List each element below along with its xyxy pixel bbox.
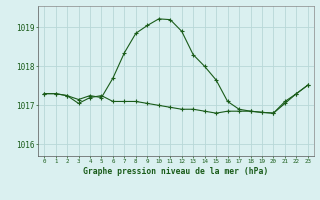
X-axis label: Graphe pression niveau de la mer (hPa): Graphe pression niveau de la mer (hPa) [84, 167, 268, 176]
